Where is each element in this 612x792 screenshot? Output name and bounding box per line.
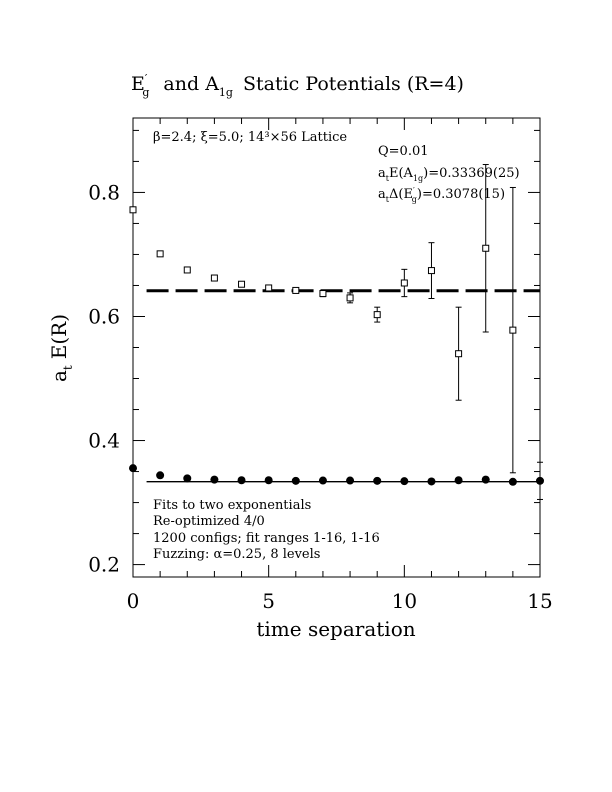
- lattice-annotation: β=2.4; ξ=5.0; 14³×56 Lattice: [153, 130, 347, 145]
- excited-point: [156, 250, 164, 258]
- gap-annotation: atΔ(E′ g)=0.3078(15): [378, 186, 505, 204]
- fits-annotation-line-1: Fits to two exponentials: [153, 498, 311, 513]
- y-axis-label: at E(R): [47, 314, 75, 382]
- y-tick-label: 0.2: [88, 553, 120, 577]
- ground-point: [156, 471, 165, 480]
- excited-point: [210, 274, 218, 282]
- x-tick-label: 15: [527, 589, 552, 613]
- chart-title: E′ g and A1g Static Potentials (R=4): [131, 72, 464, 99]
- fit-lines: [146, 289, 540, 483]
- ground-point: [400, 477, 409, 486]
- x-tick-label: 10: [392, 589, 417, 613]
- ground-point: [264, 476, 273, 485]
- ground-point: [346, 476, 355, 485]
- x-tick-label: 5: [262, 589, 275, 613]
- ground-point: [210, 475, 219, 484]
- title-part-2-sub: 1g: [219, 86, 233, 99]
- title-part-2: and A: [163, 73, 219, 95]
- ground-point: [373, 476, 382, 485]
- title-part-1-sup: ′: [145, 72, 148, 85]
- title-part-3: Static Potentials (R=4): [243, 73, 464, 95]
- fits-annotation-line-3: 1200 configs; fit ranges 1-16, 1-16: [153, 531, 380, 546]
- ground-point: [129, 464, 137, 473]
- y-tick-label: 0.4: [88, 429, 120, 453]
- q-annotation: Q=0.01: [378, 144, 429, 159]
- x-axis-label: time separation: [256, 617, 415, 641]
- ground-point: [237, 476, 246, 485]
- excited-point: [482, 244, 490, 252]
- fits-annotation-line-2: Re-optimized 4/0: [153, 514, 265, 529]
- excited-point: [346, 294, 354, 302]
- excited-point: [292, 286, 300, 294]
- excited-point: [455, 350, 463, 358]
- axis-ticks: [132, 118, 541, 577]
- y-axis-label-a: a: [47, 370, 71, 382]
- ground-point: [318, 476, 327, 485]
- ground-point: [291, 476, 300, 485]
- title-part-1: E: [131, 73, 145, 95]
- ground-point: [427, 477, 436, 486]
- x-tick-label: 0: [127, 589, 140, 613]
- excited-point: [238, 280, 246, 288]
- y-tick-label: 0.8: [88, 180, 120, 204]
- y-tick-label: 0.6: [88, 304, 120, 328]
- axis-tick-labels: 0 5 10 15 0.2 0.4 0.6 0.8: [88, 180, 553, 613]
- excited-point: [427, 267, 435, 275]
- ground-point: [454, 476, 463, 485]
- title-part-1-sub: g: [142, 86, 149, 99]
- ground-point: [536, 476, 544, 485]
- ground-point: [183, 474, 192, 483]
- excited-point: [265, 284, 273, 292]
- excited-point: [373, 311, 381, 319]
- excited-point: [183, 266, 191, 274]
- ground-point: [508, 477, 517, 486]
- energy-annotation: atE(A1g)=0.33369(25): [378, 166, 520, 183]
- data-points: [129, 164, 544, 500]
- y-axis-label-sub: t: [61, 365, 75, 370]
- ground-point: [481, 475, 490, 484]
- excited-point: [129, 206, 137, 214]
- excited-point: [319, 290, 327, 298]
- excited-point: [509, 326, 517, 334]
- fits-annotation-line-4: Fuzzing: α=0.25, 8 levels: [153, 547, 320, 562]
- y-axis-label-rest: E(R): [47, 314, 71, 359]
- excited-point: [400, 279, 408, 287]
